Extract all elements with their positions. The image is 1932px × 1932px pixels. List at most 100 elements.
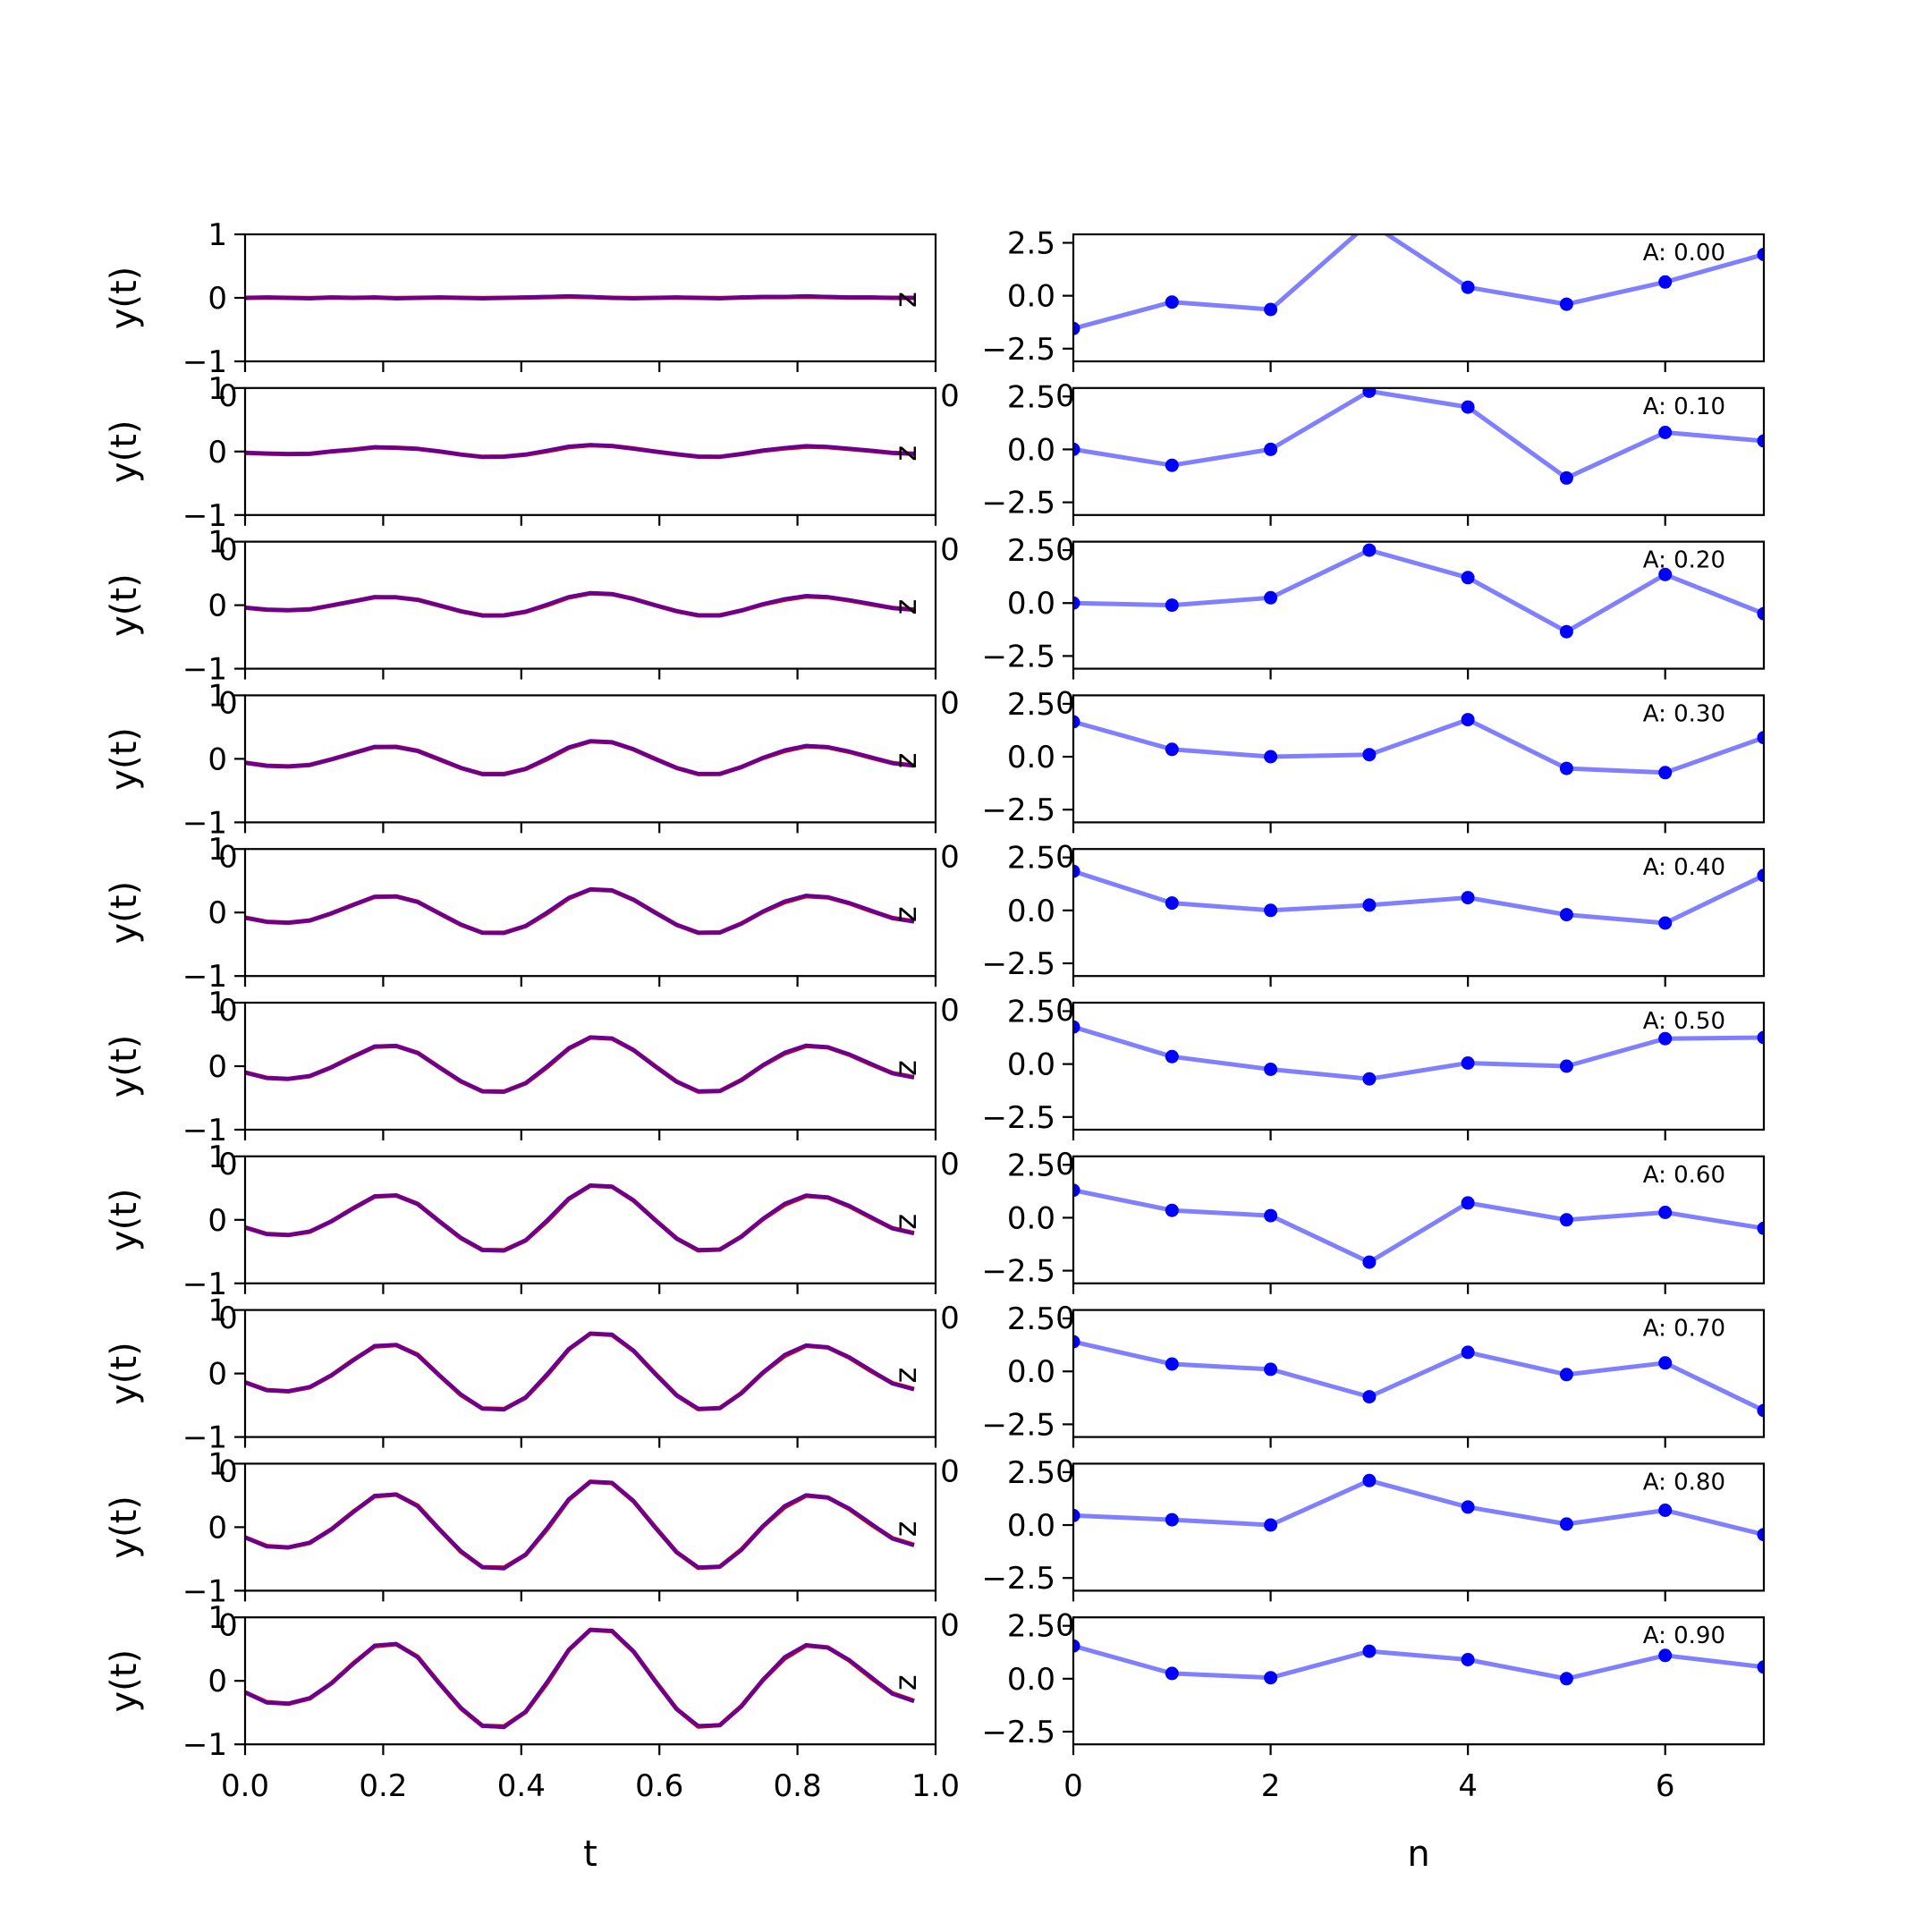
coefficient-point bbox=[1461, 891, 1475, 905]
coefficient-point bbox=[1362, 1072, 1377, 1086]
coefficient-point bbox=[1165, 1666, 1179, 1681]
overlap-zero-label: 0 bbox=[940, 1454, 960, 1490]
x-tick-label: 0.4 bbox=[497, 1768, 546, 1804]
right-axes-frame bbox=[1072, 848, 1766, 978]
y-tick-label: 0.0 bbox=[1007, 432, 1055, 468]
edge-label-z: z bbox=[888, 1368, 924, 1384]
coefficient-point bbox=[1073, 1639, 1080, 1653]
y-tick-label: 1 bbox=[208, 1600, 227, 1636]
coefficient-point bbox=[1559, 908, 1573, 922]
coefficient-point bbox=[1073, 442, 1080, 456]
overlap-zero-label: 0 bbox=[940, 839, 960, 875]
edge-label-z: z bbox=[888, 1674, 924, 1690]
overlap-zero-label: 0 bbox=[1055, 1301, 1075, 1336]
x-tick-label: 1.0 bbox=[911, 1768, 960, 1804]
y-tick-label: 2.5 bbox=[1007, 225, 1055, 261]
left-axes-frame bbox=[243, 694, 937, 824]
overlap-zero-label: 0 bbox=[940, 686, 960, 722]
amplitude-annotation: A: 0.80 bbox=[1643, 1469, 1725, 1496]
coefficient-point bbox=[1264, 1671, 1278, 1685]
y-axis-label: y(t) bbox=[104, 1035, 145, 1098]
y-tick-label: −1 bbox=[182, 498, 227, 534]
coefficient-point bbox=[1264, 442, 1278, 456]
coefficient-point bbox=[1658, 1648, 1673, 1663]
coefficient-point bbox=[1165, 1049, 1179, 1063]
plot-ticks: −101y(t)2.50.0−2.5−101y(t)2.50.0−2.5−101… bbox=[104, 217, 1675, 1804]
x-tick-label: 4 bbox=[1458, 1768, 1478, 1804]
y-tick-label: 1 bbox=[208, 832, 227, 868]
coefficient-point bbox=[1757, 1528, 1764, 1542]
amplitude-annotation: A: 0.20 bbox=[1643, 547, 1725, 574]
coefficient-point bbox=[1362, 387, 1377, 398]
coefficient-point bbox=[1073, 1508, 1080, 1522]
edge-label-z: z bbox=[888, 292, 924, 308]
coefficient-line bbox=[1073, 547, 1764, 634]
x-tick-label: 0.6 bbox=[635, 1768, 683, 1804]
coefficient-point bbox=[1264, 1518, 1278, 1532]
coefficient-point bbox=[1165, 1203, 1179, 1217]
signal-line-purple bbox=[245, 1183, 915, 1253]
overlap-zero-label: 0 bbox=[1055, 1147, 1075, 1182]
coefficient-point bbox=[1658, 426, 1673, 439]
y-tick-label: −2.5 bbox=[981, 1407, 1055, 1443]
coefficient-line bbox=[1073, 717, 1764, 775]
y-tick-label: 1 bbox=[208, 678, 227, 714]
coefficient-point bbox=[1165, 458, 1179, 472]
overlap-zero-label: 0 bbox=[940, 1301, 960, 1336]
coefficient-point bbox=[1559, 1213, 1573, 1227]
y-tick-label: 0 bbox=[208, 1357, 227, 1393]
amplitude-annotation: A: 0.60 bbox=[1643, 1162, 1725, 1189]
y-tick-label: 0.0 bbox=[1007, 740, 1055, 775]
edge-label-z: z bbox=[888, 1214, 924, 1230]
coefficient-point bbox=[1165, 1357, 1179, 1371]
amplitude-annotation: A: 0.00 bbox=[1643, 240, 1725, 267]
overlap-zero-label: 0 bbox=[1055, 378, 1075, 414]
y-axis-label: y(t) bbox=[104, 727, 145, 791]
y-tick-label: 1 bbox=[208, 217, 227, 253]
coefficient-point bbox=[1362, 1473, 1377, 1487]
coefficient-point bbox=[1264, 903, 1278, 918]
coefficient-point bbox=[1461, 1056, 1475, 1070]
coefficient-point bbox=[1658, 275, 1673, 289]
plot-content bbox=[245, 216, 1764, 1730]
y-axis-label: y(t) bbox=[104, 1496, 145, 1559]
coefficient-point bbox=[1559, 761, 1573, 775]
overlap-zero-label: 0 bbox=[218, 993, 238, 1029]
right-axes-frame bbox=[1072, 1155, 1766, 1284]
coefficient-point bbox=[1757, 248, 1764, 261]
y-tick-label: −2.5 bbox=[981, 639, 1055, 674]
y-tick-label: −2.5 bbox=[981, 792, 1055, 828]
coefficient-point bbox=[1264, 302, 1278, 317]
coefficient-point bbox=[1461, 400, 1475, 414]
y-tick-label: 0.0 bbox=[1007, 279, 1055, 315]
overlap-zero-label: 0 bbox=[940, 532, 960, 568]
coefficient-point bbox=[1073, 1335, 1080, 1349]
amplitude-annotation: A: 0.70 bbox=[1643, 1316, 1725, 1343]
overlap-zero-label: 0 bbox=[1055, 839, 1075, 875]
y-tick-label: 0.0 bbox=[1007, 1508, 1055, 1544]
overlap-zero-label: 0 bbox=[1055, 1607, 1075, 1643]
coefficient-point bbox=[1362, 1255, 1377, 1269]
coefficient-point bbox=[1559, 470, 1573, 485]
coefficient-point bbox=[1073, 596, 1080, 610]
x-tick-label: 6 bbox=[1656, 1768, 1675, 1804]
edge-label-z: z bbox=[888, 599, 924, 615]
signal-line-purple bbox=[245, 590, 915, 618]
coefficient-point bbox=[1165, 742, 1179, 757]
y-tick-label: 0 bbox=[208, 435, 227, 470]
y-tick-label: 0.0 bbox=[1007, 1047, 1055, 1083]
coefficient-point bbox=[1264, 1208, 1278, 1223]
right-axes-frame bbox=[1072, 233, 1766, 363]
y-tick-label: 2.5 bbox=[1007, 1455, 1055, 1491]
signal-line-purple bbox=[245, 1628, 915, 1730]
coefficient-line bbox=[1073, 388, 1764, 480]
right-axes-frame bbox=[1072, 540, 1766, 670]
left-axes-frame bbox=[243, 848, 937, 978]
y-tick-label: 1 bbox=[208, 1293, 227, 1329]
left-axes-frame bbox=[243, 1155, 937, 1284]
y-tick-label: 0.0 bbox=[1007, 894, 1055, 929]
coefficient-point bbox=[1362, 216, 1376, 230]
coefficient-point bbox=[1362, 1390, 1377, 1404]
coefficient-point bbox=[1559, 1672, 1573, 1686]
y-tick-label: 1 bbox=[208, 371, 227, 407]
